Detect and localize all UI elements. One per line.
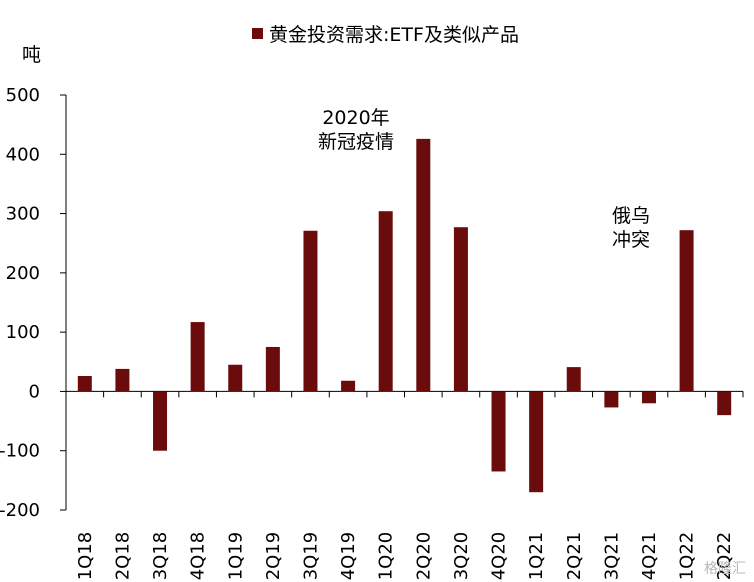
- annotation-line: 冲突: [612, 229, 651, 251]
- x-tick-label: 2Q22: [714, 532, 735, 581]
- bar: [228, 364, 243, 392]
- x-tick-label: 2Q18: [112, 532, 133, 581]
- bar: [453, 227, 468, 392]
- annotation-covid: 2020年 新冠疫情: [318, 106, 394, 154]
- bar: [641, 391, 656, 404]
- x-tick-label: 2Q19: [263, 532, 284, 581]
- y-tick-label: -100: [0, 441, 40, 462]
- y-tick-label: -200: [0, 500, 40, 521]
- x-tick-label: 4Q21: [639, 532, 660, 581]
- bar: [77, 376, 92, 392]
- bar: [566, 367, 581, 392]
- bar: [416, 138, 431, 392]
- bar: [679, 230, 694, 392]
- bar: [115, 368, 130, 392]
- y-tick-label: 500: [6, 85, 40, 106]
- x-tick-label: 4Q19: [338, 532, 359, 581]
- watermark: 格隆汇: [704, 561, 746, 577]
- x-tick-label: 2Q20: [413, 532, 434, 581]
- bar: [529, 391, 544, 493]
- y-axis-unit: 吨: [22, 44, 42, 66]
- bar: [341, 380, 356, 392]
- annotation-russia-ukraine: 俄乌 冲突: [612, 204, 650, 252]
- x-tick-label: 1Q21: [526, 532, 547, 581]
- annotation-line: 新冠疫情: [318, 131, 395, 153]
- x-tick-label: 3Q18: [150, 532, 171, 581]
- y-tick-label: 200: [6, 263, 40, 284]
- x-tick-label: 1Q20: [376, 532, 397, 581]
- annotation-line: 俄乌: [612, 205, 651, 227]
- x-tick-label: 4Q20: [489, 532, 510, 581]
- x-tick-label: 1Q19: [225, 532, 246, 581]
- y-tick-label: 100: [6, 322, 40, 343]
- annotation-line: 2020年: [322, 107, 390, 129]
- y-tick-label: 0: [29, 381, 40, 402]
- bar: [717, 391, 732, 416]
- x-tick-label: 3Q19: [300, 532, 321, 581]
- x-tick-label: 2Q21: [564, 532, 585, 581]
- x-tick-label: 1Q22: [677, 532, 698, 581]
- y-tick-label: 400: [6, 144, 40, 165]
- bar: [378, 211, 393, 392]
- bar: [265, 346, 280, 392]
- bar: [303, 230, 318, 392]
- x-tick-label: 4Q18: [188, 532, 209, 581]
- legend-swatch: [252, 28, 263, 39]
- legend: 黄金投资需求:ETF及类似产品: [252, 20, 519, 47]
- bar: [153, 391, 168, 451]
- legend-label: 黄金投资需求:ETF及类似产品: [269, 24, 519, 46]
- y-tick-label: 300: [6, 204, 40, 225]
- bar: [604, 391, 619, 408]
- bar: [190, 322, 205, 392]
- x-tick-label: 3Q21: [601, 532, 622, 581]
- bar: [491, 391, 506, 472]
- x-tick-label: 3Q20: [451, 532, 472, 581]
- x-tick-label: 1Q18: [75, 532, 96, 581]
